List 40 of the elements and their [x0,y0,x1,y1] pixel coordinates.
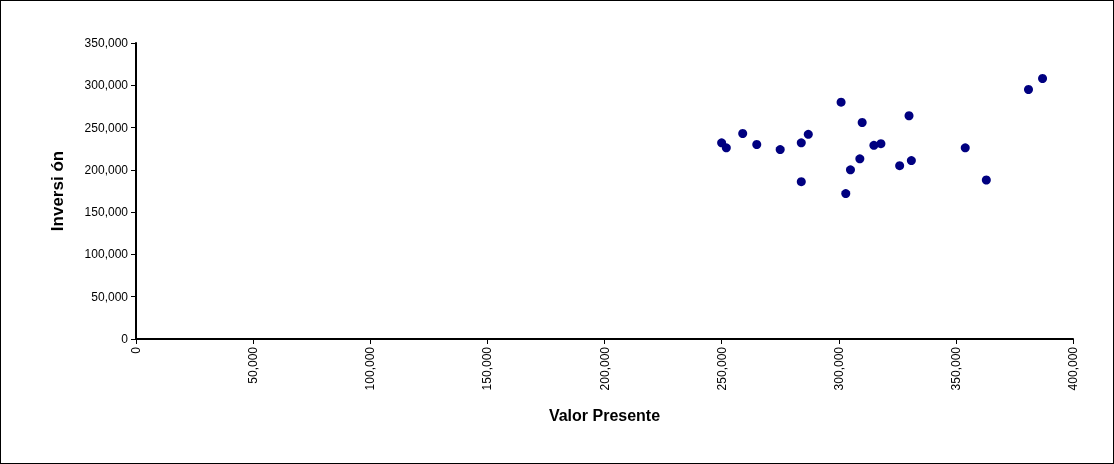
point [796,138,806,148]
y-tick-label: 200,000 [84,162,129,177]
x-tick-label: 400,000 [1066,346,1080,391]
point [906,156,916,166]
y-axis-title: Inversi ón [48,150,67,232]
x-tick-label: 300,000 [831,346,846,391]
x-tick-label: 200,000 [597,346,612,391]
point [803,129,813,139]
point [857,118,867,127]
point [752,139,762,149]
point [796,177,806,187]
point [904,111,914,121]
point [775,145,785,155]
y-tick-label: 100,000 [84,247,129,262]
point [1038,74,1048,84]
y-tick-label: 50,000 [91,289,129,304]
x-tick-label: 350,000 [948,346,963,391]
x-tick-label: 250,000 [714,346,729,391]
point [1024,85,1033,95]
y-tick-label: 150,000 [84,205,129,220]
point [981,175,991,185]
x-tick-label: 50,000 [246,346,261,384]
point [845,165,855,175]
x-axis-title: Valor Presente [548,406,661,424]
y-tick-label: 300,000 [84,78,129,93]
x-tick-label: 0 [129,346,143,354]
x-tick-label: 150,000 [480,346,495,391]
x-tick-label: 100,000 [363,346,378,391]
point [876,139,886,149]
point [841,189,851,199]
y-tick-label: 0 [121,332,129,346]
point [738,128,748,138]
point [836,97,846,107]
point [895,161,905,171]
point [960,143,970,153]
point [721,143,731,153]
point [869,140,879,150]
y-tick-label: 350,000 [84,36,129,50]
point [855,154,865,164]
y-tick-label: 250,000 [84,120,129,135]
